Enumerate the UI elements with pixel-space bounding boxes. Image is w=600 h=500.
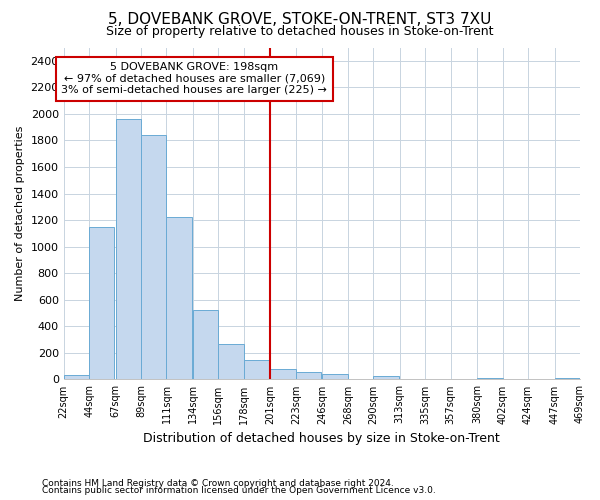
Y-axis label: Number of detached properties: Number of detached properties: [15, 126, 25, 301]
Bar: [193, 310, 218, 380]
X-axis label: Distribution of detached houses by size in Stoke-on-Trent: Distribution of detached houses by size …: [143, 432, 500, 445]
Text: Contains HM Land Registry data © Crown copyright and database right 2024.: Contains HM Land Registry data © Crown c…: [42, 478, 394, 488]
Bar: [141, 135, 166, 380]
Bar: [373, 376, 398, 380]
Bar: [116, 119, 141, 380]
Bar: [296, 372, 321, 380]
Text: Contains public sector information licensed under the Open Government Licence v3: Contains public sector information licen…: [42, 486, 436, 495]
Bar: [244, 360, 269, 380]
Bar: [218, 344, 244, 380]
Bar: [271, 369, 296, 380]
Bar: [477, 378, 503, 380]
Text: 5, DOVEBANK GROVE, STOKE-ON-TRENT, ST3 7XU: 5, DOVEBANK GROVE, STOKE-ON-TRENT, ST3 7…: [109, 12, 491, 28]
Bar: [322, 374, 348, 380]
Text: 5 DOVEBANK GROVE: 198sqm
← 97% of detached houses are smaller (7,069)
3% of semi: 5 DOVEBANK GROVE: 198sqm ← 97% of detach…: [61, 62, 327, 96]
Bar: [64, 376, 89, 380]
Bar: [166, 218, 192, 380]
Bar: [89, 226, 115, 380]
Bar: [554, 378, 580, 380]
Text: Size of property relative to detached houses in Stoke-on-Trent: Size of property relative to detached ho…: [106, 25, 494, 38]
